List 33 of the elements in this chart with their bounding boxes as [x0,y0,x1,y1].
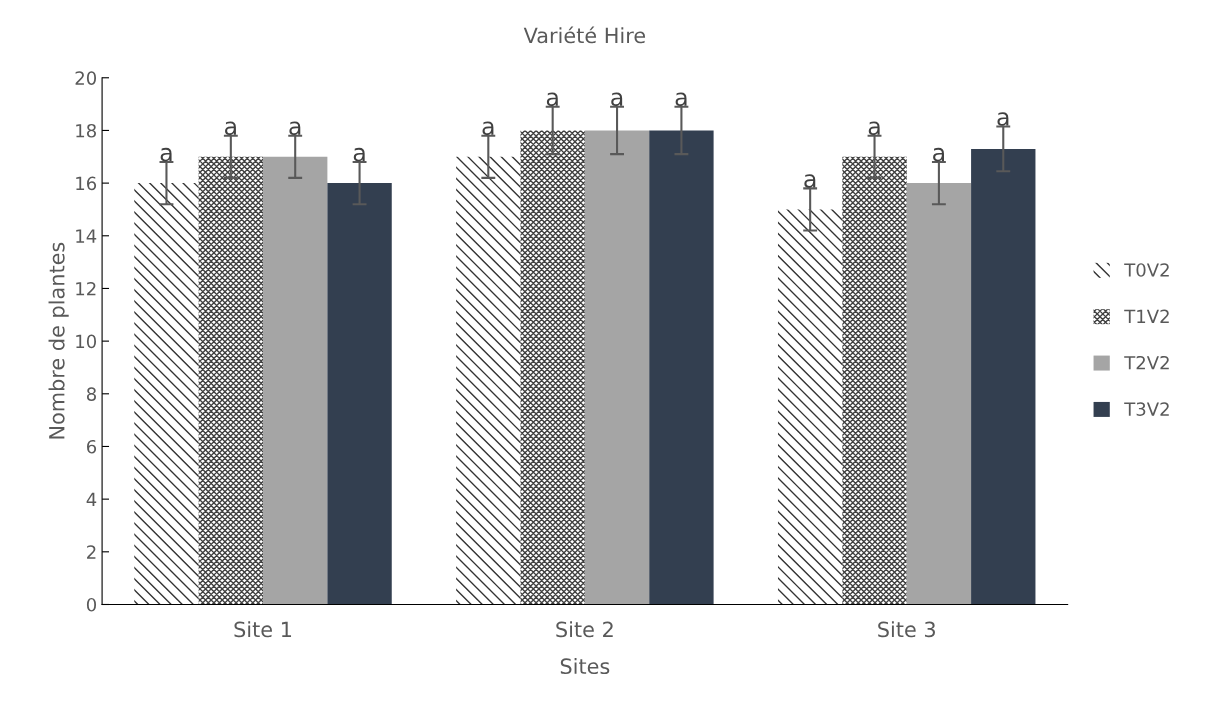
y-tick-label: 6 [87,439,97,454]
legend-label: T1V2 [1124,309,1169,323]
data-label: a [546,92,558,107]
data-label: a [611,92,623,107]
chart-title: Variété Hire [523,26,646,44]
data-label: a [225,121,236,136]
y-tick-label: 8 [86,387,96,401]
x-tick-label: Site 1 [234,621,292,638]
x-tick-label: Site 2 [556,621,613,638]
data-label: a [289,121,301,136]
legend-label: T2V2 [1124,355,1169,370]
y-tick-label: 0 [86,597,97,612]
data-label: a [868,121,880,136]
legend-label: T3V2 [1124,402,1169,416]
y-axis-title: Nombre de plantes [48,242,69,439]
y-tick-label: 16 [76,176,97,191]
data-label: a [160,147,172,162]
y-tick-label: 20 [75,71,97,85]
data-label: a [353,147,365,162]
y-tick-label: 10 [76,334,97,349]
data-label: a [997,112,1009,126]
y-tick-label: 4 [86,492,97,506]
y-tick-label: 2 [87,545,96,559]
data-label: a [482,121,494,136]
y-tick-label: 18 [76,123,96,138]
data-label: a [933,147,944,162]
y-tick-label: 14 [76,229,97,243]
y-tick-label: 12 [76,281,96,296]
x-tick-label: Site 3 [878,621,935,638]
x-axis-title: Sites [560,657,610,675]
data-label: a [675,92,687,107]
data-label: a [804,174,816,188]
legend-label: T0V2 [1124,263,1169,277]
